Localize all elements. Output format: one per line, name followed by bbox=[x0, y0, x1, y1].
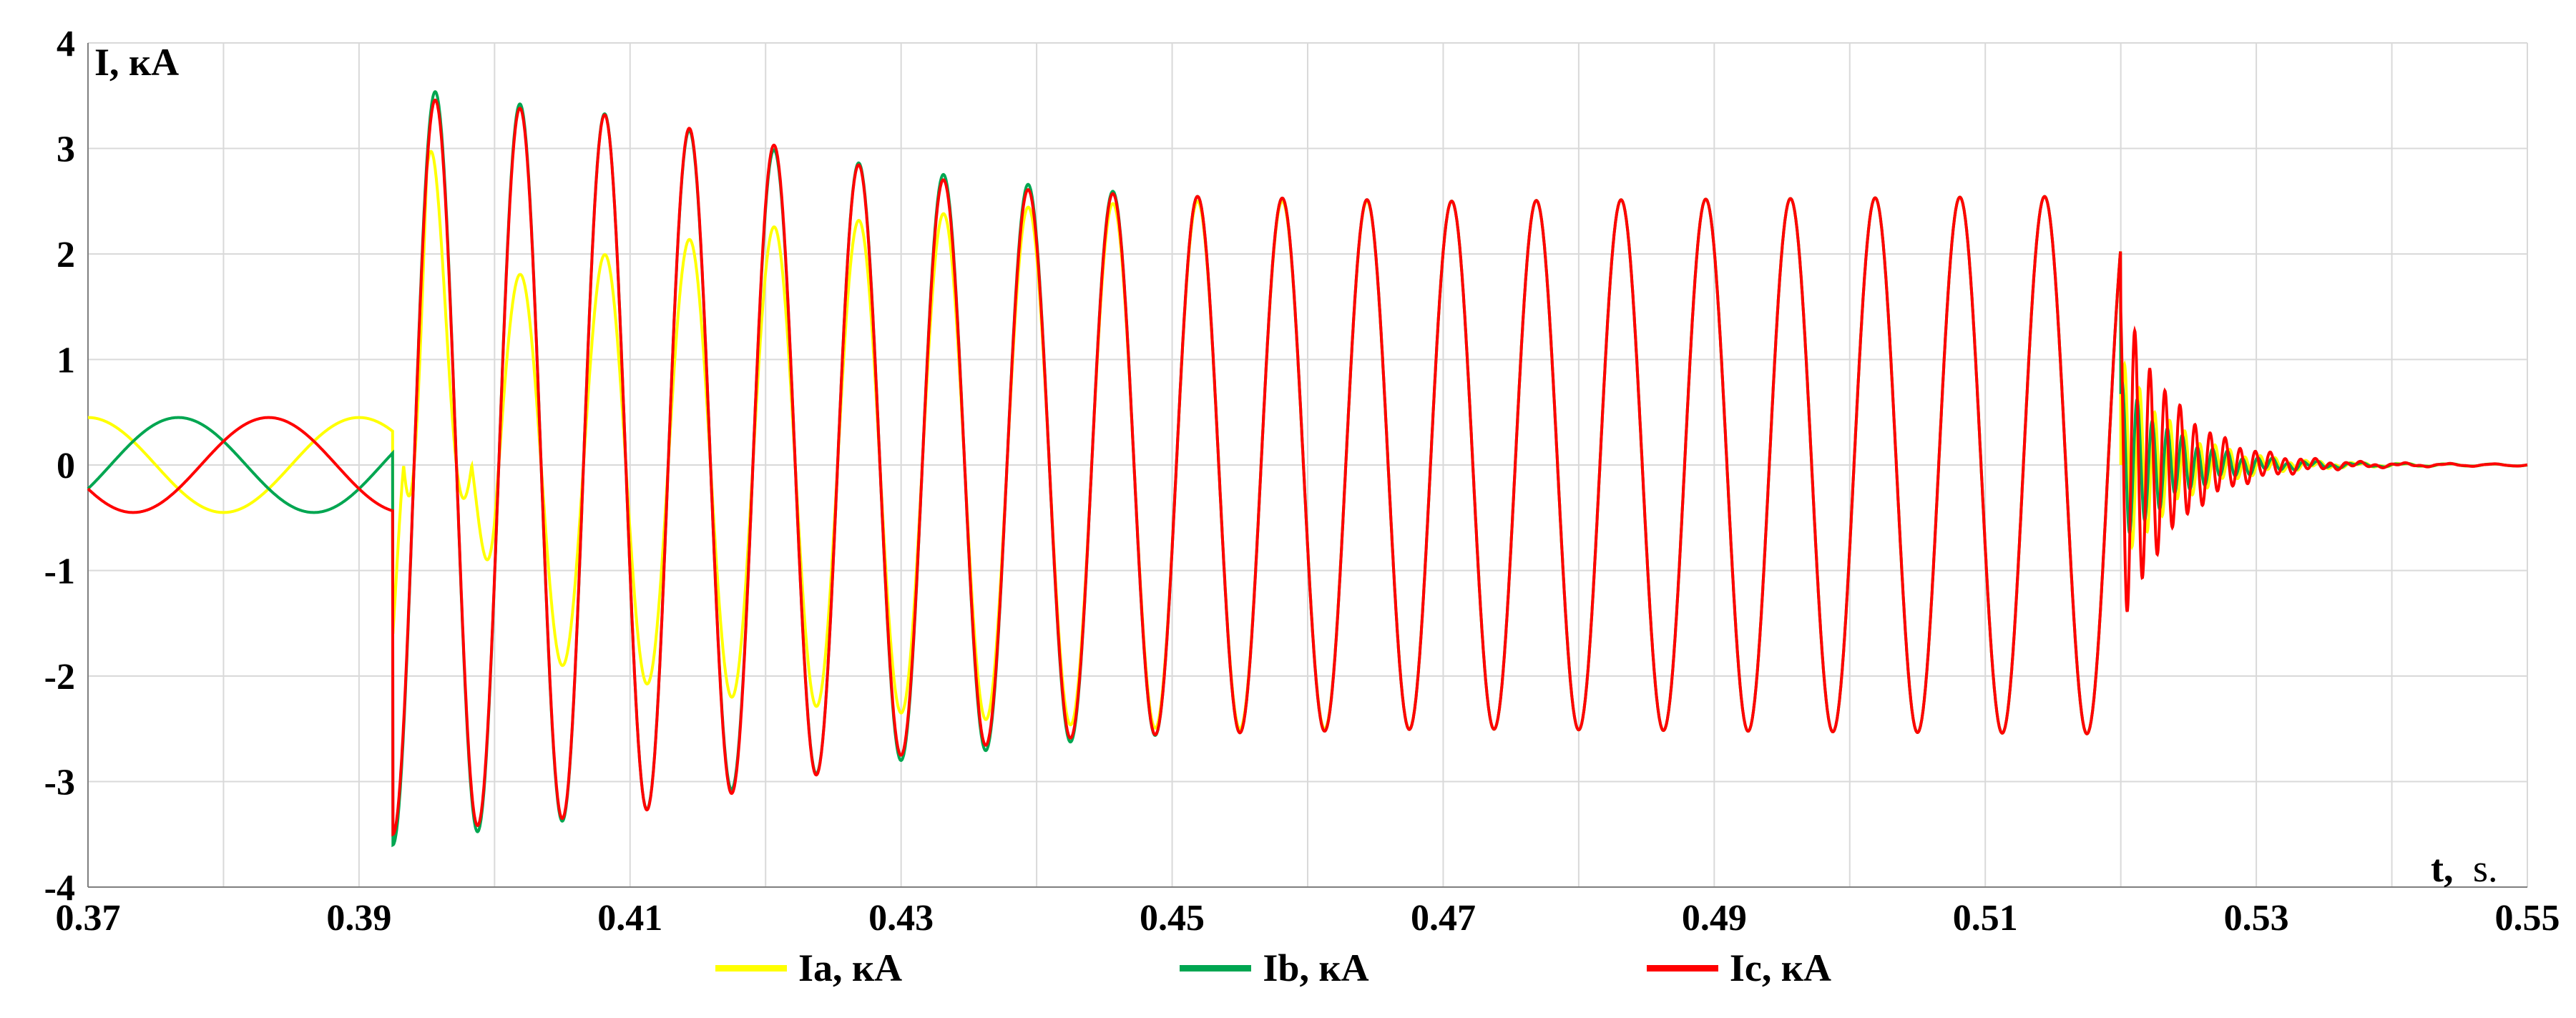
x-tick-label: 0.39 bbox=[326, 898, 391, 939]
x-axis-label: t, s. bbox=[2431, 847, 2498, 890]
x-tick-label: 0.47 bbox=[1411, 898, 1476, 939]
y-tick-label: 4 bbox=[57, 24, 75, 64]
y-tick-label: -1 bbox=[44, 552, 75, 592]
x-tick-label: 0.51 bbox=[1953, 898, 2018, 939]
x-tick-label: 0.37 bbox=[56, 898, 121, 939]
legend-item-ib: Ib, кА bbox=[1180, 946, 1369, 990]
legend-label-ib: Ib, кА bbox=[1263, 946, 1369, 989]
y-axis-label: I, кА bbox=[94, 41, 179, 84]
legend-swatch-ic bbox=[1646, 964, 1718, 971]
legend-swatch-ia bbox=[715, 964, 787, 971]
legend: Ia, кА Ib, кА Ic, кА bbox=[715, 943, 1831, 993]
x-tick-label: 0.41 bbox=[597, 898, 662, 939]
y-tick-label: 0 bbox=[57, 446, 75, 486]
y-tick-label: 2 bbox=[57, 235, 75, 275]
y-tick-label: -4 bbox=[44, 868, 75, 909]
series-line-ic bbox=[87, 98, 2527, 837]
gridlines bbox=[87, 42, 2528, 888]
y-tick-label: 3 bbox=[57, 129, 75, 170]
legend-label-ia: Ia, кА bbox=[798, 946, 903, 989]
series-layer bbox=[87, 90, 2528, 848]
x-tick-label: 0.43 bbox=[868, 898, 934, 939]
y-tick-label: -2 bbox=[44, 657, 75, 698]
legend-label-ic: Ic, кА bbox=[1729, 946, 1831, 989]
legend-item-ic: Ic, кА bbox=[1646, 946, 1831, 990]
y-tick-label: -3 bbox=[44, 763, 75, 803]
x-tick-label: 0.53 bbox=[2224, 898, 2289, 939]
legend-swatch-ib bbox=[1180, 964, 1252, 971]
x-tick-label: 0.49 bbox=[1682, 898, 1747, 939]
x-tick-label: 0.45 bbox=[1140, 898, 1205, 939]
y-tick-labels: 4 3 2 1 0 -1 -2 -3 -4 bbox=[44, 24, 75, 909]
y-tick-label: 1 bbox=[57, 341, 75, 381]
x-axis-label-main: t, bbox=[2431, 847, 2453, 890]
x-tick-label: 0.55 bbox=[2495, 898, 2560, 939]
legend-item-ia: Ia, кА bbox=[715, 946, 902, 990]
x-tick-labels: 0.37 0.39 0.41 0.43 0.45 0.47 0.49 0.51 0.53 0.55 bbox=[56, 898, 2560, 939]
x-axis-label-unit: s. bbox=[2473, 847, 2498, 890]
